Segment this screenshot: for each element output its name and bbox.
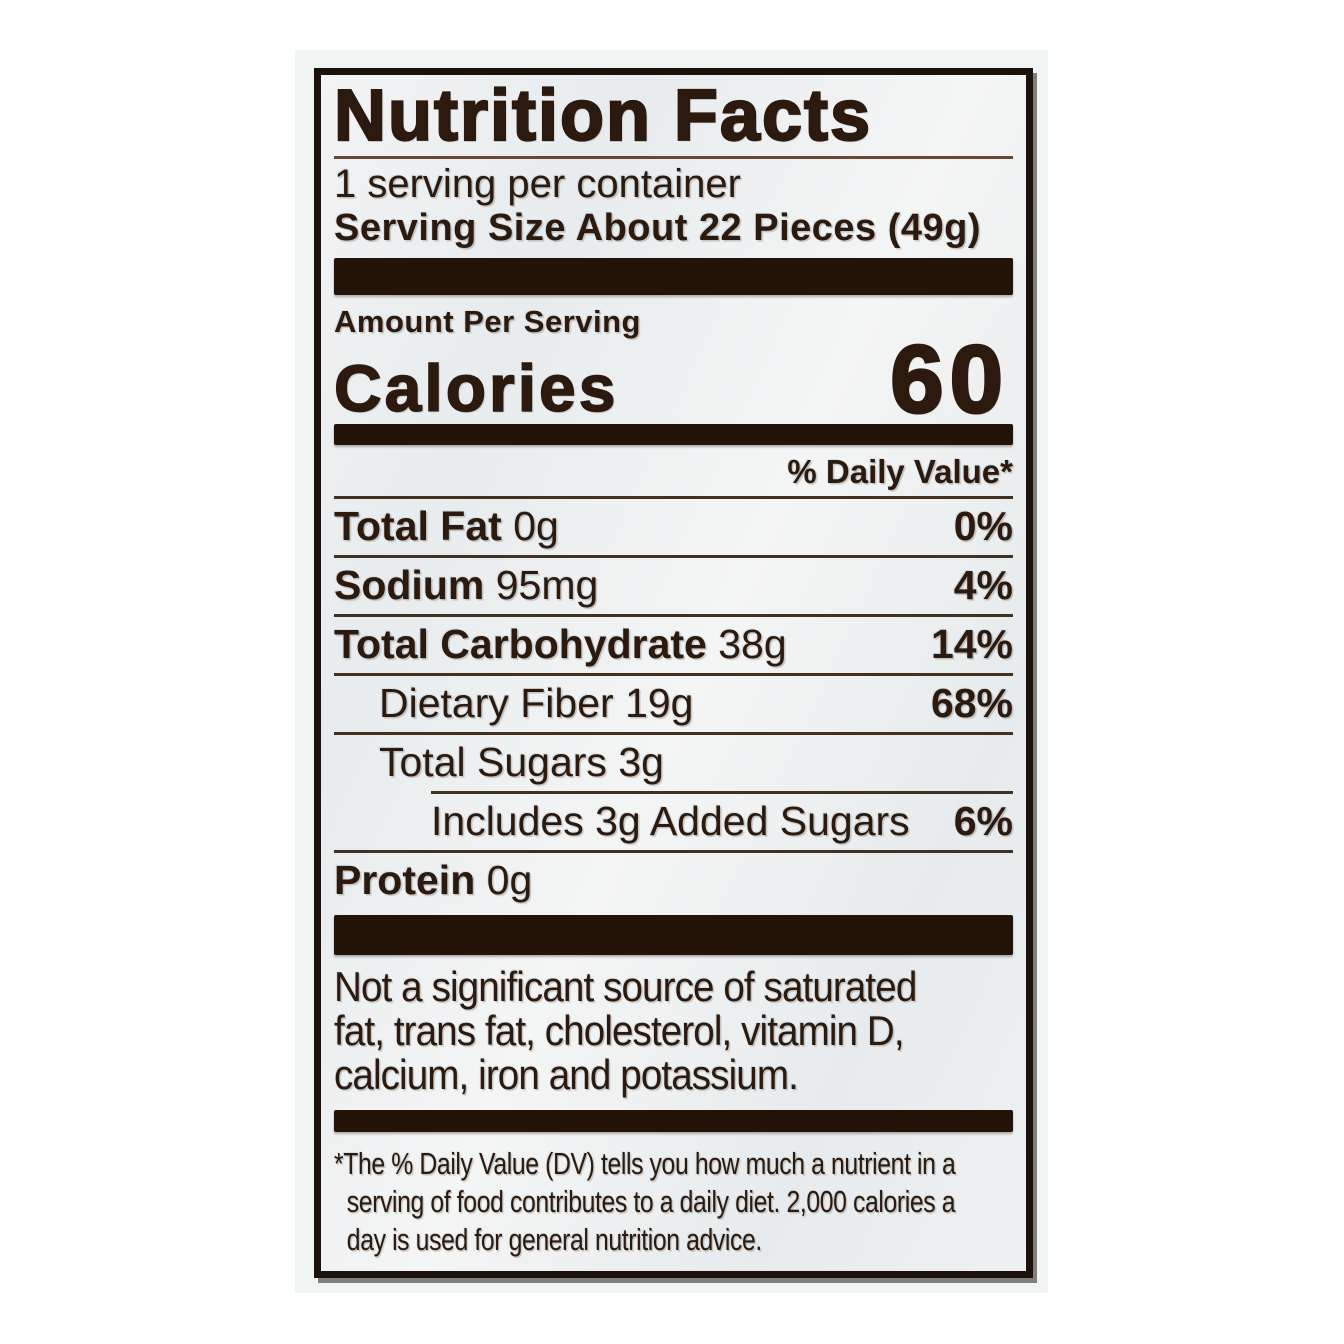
nutrient-text: Dietary Fiber 19g xyxy=(379,682,694,725)
nutrient-daily-value: 4% xyxy=(953,562,1013,608)
daily-value-footnote: *The % Daily Value (DV) tells you how mu… xyxy=(334,1145,1013,1259)
nutrient-amount: 95mg xyxy=(495,562,599,608)
nutrient-name: Dietary Fiber xyxy=(379,680,614,726)
label-content: Nutrition Facts 1 serving per container … xyxy=(321,75,1026,1259)
not-significant-source-note: Not a significant source of saturated fa… xyxy=(334,965,1015,1097)
title-divider xyxy=(334,156,1013,159)
row-separator xyxy=(334,614,1013,617)
nutrient-row-sodium: Sodium 95mg 4% xyxy=(334,558,1013,614)
product-photo-background: Nutrition Facts 1 serving per container … xyxy=(295,50,1048,1293)
row-separator xyxy=(334,555,1013,558)
nutrient-text: Includes 3g Added Sugars xyxy=(431,800,910,843)
nutrient-name: Total Fat xyxy=(334,503,502,549)
nutrient-row-dietary-fiber: Dietary Fiber 19g 68% xyxy=(334,676,1013,732)
row-separator xyxy=(334,850,1013,853)
nutrient-row-total-carbohydrate: Total Carbohydrate 38g 14% xyxy=(334,617,1013,673)
nutrient-row-protein: Protein 0g xyxy=(334,853,1013,909)
label-title: Nutrition Facts xyxy=(333,76,873,156)
serving-size: Serving Size About 22 Pieces (49g) xyxy=(334,207,982,249)
thick-divider-bar xyxy=(334,915,1013,955)
nutrition-facts-label: Nutrition Facts 1 serving per container … xyxy=(314,68,1033,1278)
nutrient-name: Sodium xyxy=(334,562,485,608)
nutrient-amount: 38g xyxy=(718,621,787,667)
note-line: calcium, iron and potassium. xyxy=(334,1051,799,1098)
amount-per-serving-label: Amount Per Serving xyxy=(334,304,641,339)
nutrient-daily-value: 68% xyxy=(930,680,1013,726)
row-separator xyxy=(334,732,1013,735)
nutrient-text: Total Sugars 3g xyxy=(379,741,664,784)
calories-label: Calories xyxy=(333,351,619,426)
nutrient-daily-value: 0% xyxy=(953,503,1013,549)
nutrient-name: Total Carbohydrate xyxy=(334,621,707,667)
nutrient-name: Includes 3g Added Sugars xyxy=(431,798,910,844)
footnote-line: serving of food contributes to a daily d… xyxy=(346,1184,956,1219)
nutrient-row-added-sugars: Includes 3g Added Sugars 6% xyxy=(334,794,1013,850)
daily-value-header: % Daily Value* xyxy=(787,453,1013,490)
nutrient-text: Total Carbohydrate 38g xyxy=(334,623,787,666)
nutrient-daily-value: 14% xyxy=(930,621,1013,667)
calories-value: 60 xyxy=(889,326,1009,434)
row-separator-indented xyxy=(431,791,1013,794)
nutrient-row-total-fat: Total Fat 0g 0% xyxy=(334,499,1013,555)
note-line: fat, trans fat, cholesterol, vitamin D, xyxy=(334,1007,905,1054)
calories-row: Calories 60 xyxy=(333,326,1013,434)
medium-divider-bar xyxy=(334,424,1013,445)
nutrient-text: Sodium 95mg xyxy=(334,564,598,607)
nutrient-amount: 19g xyxy=(625,680,694,726)
nutrient-row-total-sugars: Total Sugars 3g xyxy=(334,735,1013,791)
row-separator xyxy=(334,496,1013,499)
row-separator xyxy=(334,673,1013,676)
nutrient-amount: 0g xyxy=(486,857,533,903)
small-divider-bar xyxy=(334,1110,1013,1132)
nutrient-daily-value: 6% xyxy=(953,798,1013,844)
note-line: Not a significant source of saturated xyxy=(334,963,917,1010)
nutrient-name: Total Sugars xyxy=(379,739,607,785)
footnote-line: day is used for general nutrition advice… xyxy=(346,1222,762,1257)
nutrient-text: Protein 0g xyxy=(334,859,532,902)
nutrient-amount: 0g xyxy=(513,503,559,549)
servings-per-container: 1 serving per container xyxy=(334,162,741,206)
thick-divider-bar xyxy=(334,258,1013,295)
nutrient-name: Protein xyxy=(334,857,476,903)
nutrient-amount: 3g xyxy=(618,739,664,785)
footnote-line: *The % Daily Value (DV) tells you how mu… xyxy=(334,1146,956,1181)
nutrient-text: Total Fat 0g xyxy=(334,505,559,548)
